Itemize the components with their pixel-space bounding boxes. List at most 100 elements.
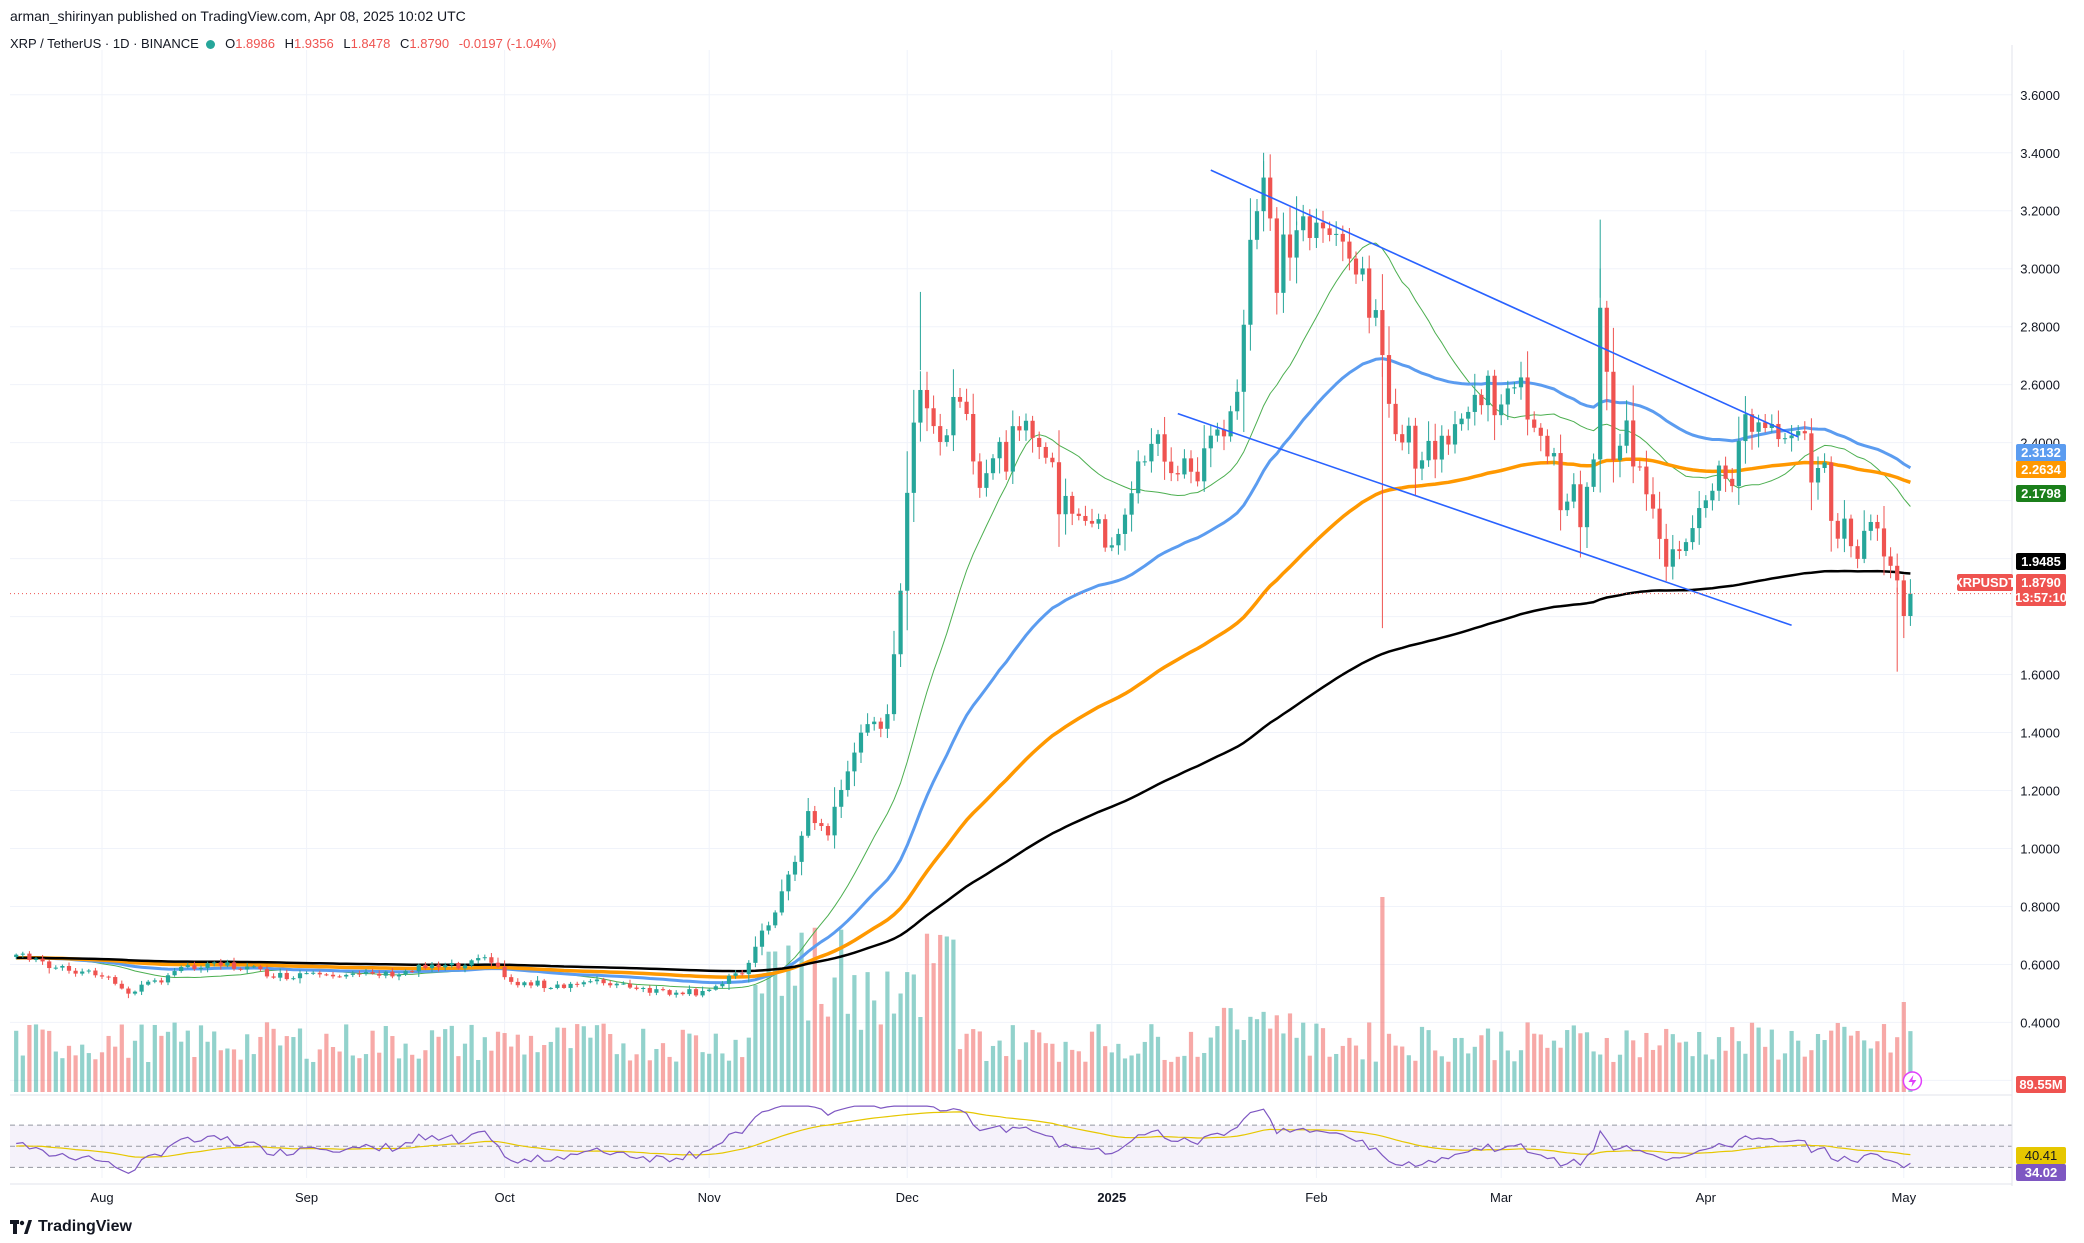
candle-body	[957, 396, 963, 402]
volume-bar	[93, 1059, 98, 1092]
volume-bar	[1162, 1059, 1167, 1092]
candle-body	[1307, 216, 1312, 238]
volume-bar	[509, 1046, 514, 1092]
volume-tag-value: 89.55M	[2019, 1077, 2062, 1092]
volume-bar	[1584, 1032, 1590, 1092]
volume-bar	[1723, 1050, 1728, 1092]
candle-body	[1822, 462, 1827, 469]
volume-bar	[1241, 1040, 1246, 1092]
candle-body	[1116, 533, 1121, 546]
rsi-panel	[10, 1105, 2012, 1174]
ma-fast-line	[16, 242, 1911, 989]
candle-body	[1809, 433, 1814, 483]
volume-bar	[977, 1031, 982, 1092]
volume-bar	[647, 1060, 652, 1092]
volume-bar	[330, 1047, 336, 1092]
volume-bar	[1829, 1030, 1834, 1092]
candle-body	[674, 992, 679, 995]
candle-body	[1221, 429, 1227, 437]
volume-bar	[20, 1055, 25, 1092]
candle-body	[1690, 528, 1695, 543]
publisher-line: arman_shirinyan published on TradingView…	[10, 8, 466, 24]
volume-bar	[1175, 1056, 1180, 1092]
candle-body	[66, 965, 72, 971]
volume-bars	[14, 897, 1913, 1092]
candle-body	[997, 441, 1002, 459]
volume-bar	[403, 1043, 408, 1092]
volume-bar	[396, 1058, 402, 1092]
candle-body	[509, 977, 514, 982]
candle-body	[1215, 429, 1220, 436]
symbol-name[interactable]: XRP / TetherUS · 1D · BINANCE	[10, 36, 199, 51]
volume-bar	[99, 1052, 105, 1092]
candle-body	[73, 970, 78, 974]
volume-bar	[1202, 1052, 1207, 1092]
candle-body	[1908, 593, 1913, 617]
trend-channel[interactable]	[1177, 169, 1799, 627]
volume-bar	[291, 1037, 296, 1092]
candle-body	[1598, 307, 1603, 460]
candle-body	[1089, 520, 1095, 524]
candle-body	[1050, 457, 1055, 463]
candle-body	[357, 973, 362, 975]
close-label: C	[399, 36, 410, 51]
x-tick-label: 2025	[1097, 1190, 1126, 1205]
candle-body	[383, 971, 388, 976]
candle-body	[1037, 437, 1042, 447]
x-tick-label: Apr	[1696, 1190, 1717, 1205]
volume-bar	[614, 1054, 619, 1092]
volume-bar	[73, 1055, 78, 1092]
volume-bar	[740, 1057, 745, 1092]
candle-body	[53, 967, 58, 969]
volume-bar	[1664, 1028, 1669, 1092]
volume-bar	[720, 1053, 725, 1092]
candle-body	[1162, 434, 1167, 462]
candle-body	[1829, 462, 1834, 521]
candle-body	[423, 964, 428, 969]
volume-bar	[311, 1061, 316, 1092]
volume-bar	[674, 1061, 679, 1092]
candle-body	[165, 975, 171, 983]
volume-bar	[594, 1025, 600, 1092]
volume-bar	[1136, 1053, 1141, 1092]
volume-bar	[858, 1029, 864, 1092]
volume-bar	[1380, 897, 1385, 1092]
tradingview-logo-icon	[10, 1220, 32, 1234]
candle-body	[1136, 461, 1141, 494]
candle-body	[971, 413, 976, 462]
volume-bar	[1492, 1060, 1497, 1092]
candle-body	[1004, 441, 1009, 472]
candle-body	[1367, 268, 1372, 318]
candle-body	[1855, 546, 1860, 559]
candle-body	[720, 983, 725, 987]
y-tick-label: 2.8000	[2020, 320, 2060, 335]
candle-body	[1835, 520, 1840, 539]
candle-body	[1888, 556, 1893, 566]
tradingview-logo[interactable]: TradingView	[10, 1218, 132, 1236]
volume-bar	[271, 1028, 276, 1092]
x-tick-label: Nov	[698, 1190, 722, 1205]
volume-bar	[139, 1024, 144, 1092]
candle-body	[1644, 466, 1649, 495]
candle-body	[1611, 371, 1616, 461]
candle-body	[1492, 375, 1497, 416]
moving-averages	[16, 242, 1912, 989]
volume-bar	[205, 1041, 210, 1092]
candle-body	[20, 953, 25, 955]
x-tick-label: Feb	[1305, 1190, 1327, 1205]
candle-body	[977, 461, 982, 488]
volume-bar	[1268, 1028, 1273, 1092]
candle-body	[1083, 515, 1088, 521]
volume-bar	[568, 1048, 573, 1092]
candle-body	[132, 991, 138, 994]
volume-bar	[14, 1030, 19, 1092]
volume-bar	[344, 1024, 349, 1092]
candle-body	[1241, 324, 1246, 392]
candle-body	[1122, 514, 1128, 534]
candle-body	[1551, 453, 1557, 457]
volume-bar	[429, 1030, 435, 1092]
candle-body	[1683, 542, 1689, 552]
candle-body	[264, 969, 270, 977]
volume-bar	[1730, 1027, 1735, 1092]
